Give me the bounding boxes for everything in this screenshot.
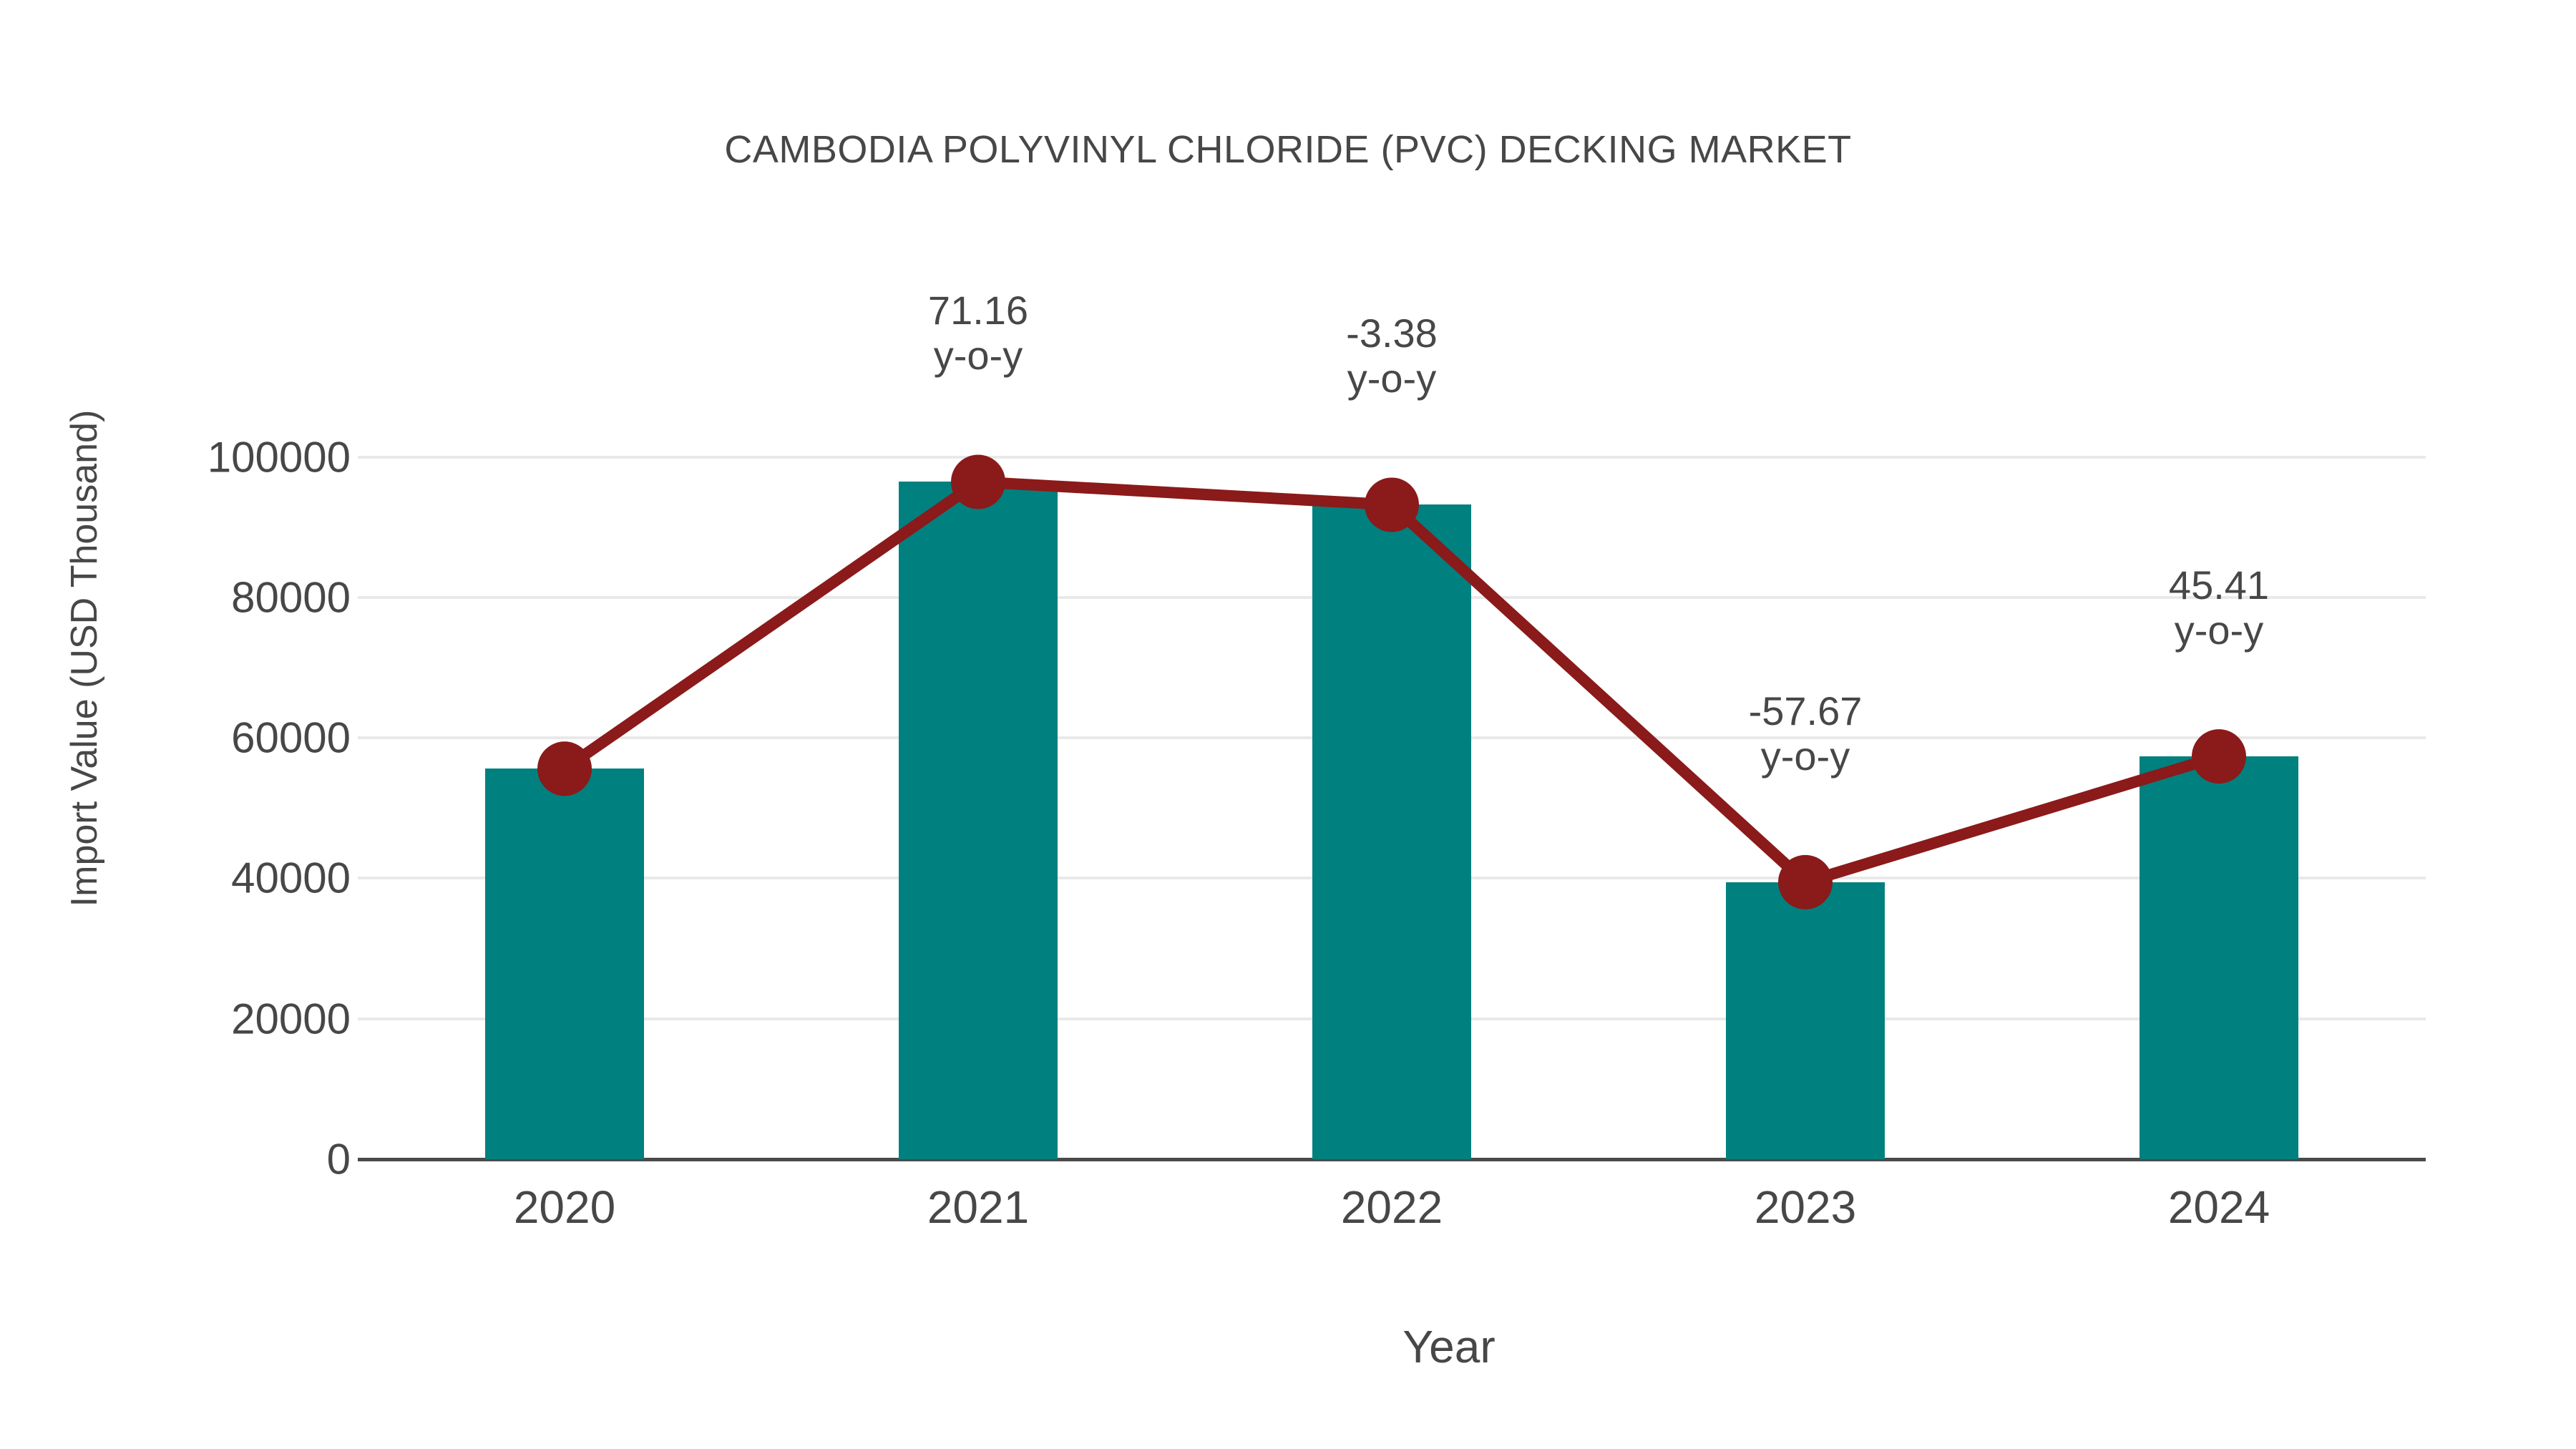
plot-area: 0 20000 40000 60000 80000 100000 71.16 y-o-y -3… xyxy=(208,288,2426,1233)
y-tick-label: 60000 xyxy=(231,713,351,762)
y-tick-label: 80000 xyxy=(231,573,351,622)
y-tick-label: 100000 xyxy=(207,433,351,482)
annotation-2021: 71.16 y-o-y xyxy=(778,288,1179,378)
annotation-value: -57.67 xyxy=(1748,688,1863,733)
x-tick-label-2021: 2021 xyxy=(927,1181,1030,1233)
x-axis-baseline xyxy=(358,1158,2426,1161)
gridline xyxy=(358,455,2426,459)
annotation-2024: 45.41 y-o-y xyxy=(2019,562,2419,653)
annotation-2023: -57.67 y-o-y xyxy=(1605,688,2006,779)
x-tick-label-2023: 2023 xyxy=(1754,1181,1857,1233)
annotation-yoy-label: y-o-y xyxy=(1760,733,1850,779)
x-tick-label-2020: 2020 xyxy=(513,1181,616,1233)
x-tick-label-2022: 2022 xyxy=(1340,1181,1443,1233)
bar-2020[interactable] xyxy=(485,769,644,1159)
chart-title: CAMBODIA POLYVINYL CHLORIDE (PVC) DECKIN… xyxy=(724,128,1852,171)
bar-2021[interactable] xyxy=(899,482,1058,1159)
y-tick-label: 20000 xyxy=(231,995,351,1043)
annotation-value: -3.38 xyxy=(1346,311,1438,356)
y-tick-label: 40000 xyxy=(231,854,351,902)
annotation-value: 71.16 xyxy=(927,288,1029,333)
x-tick-label-2024: 2024 xyxy=(2167,1181,2270,1233)
y-axis-title: Import Value (USD Thousand) xyxy=(64,409,105,907)
annotation-2022: -3.38 y-o-y xyxy=(1191,311,1592,401)
annotation-yoy-label: y-o-y xyxy=(2174,607,2264,653)
x-axis-title: Year xyxy=(1402,1321,1496,1372)
y-tick-label: 0 xyxy=(326,1135,351,1184)
bar-2022[interactable] xyxy=(1312,504,1471,1159)
bar-2024[interactable] xyxy=(2140,756,2298,1159)
bar-2023[interactable] xyxy=(1726,882,1885,1159)
annotation-yoy-label: y-o-y xyxy=(933,333,1023,379)
annotation-yoy-label: y-o-y xyxy=(1347,356,1437,401)
annotation-value: 45.41 xyxy=(2168,562,2270,608)
